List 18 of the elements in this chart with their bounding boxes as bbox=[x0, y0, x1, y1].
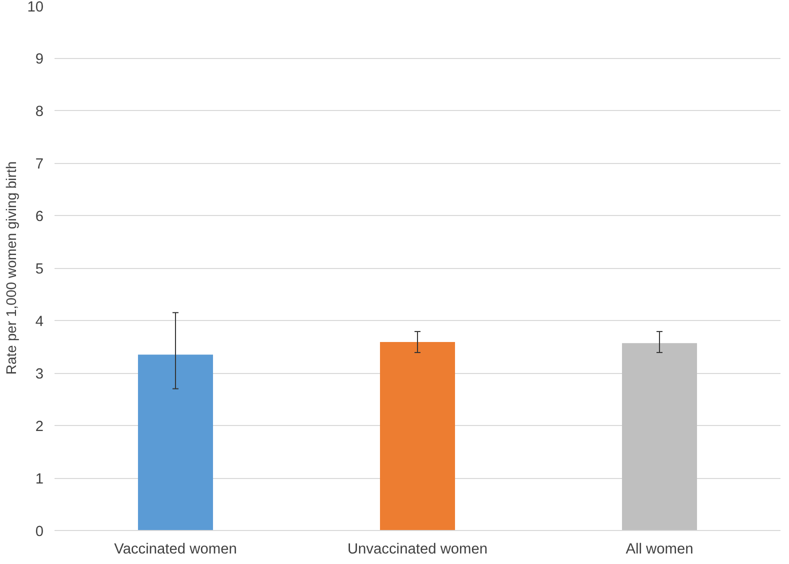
y-tick-label: 6 bbox=[35, 209, 44, 225]
y-tick-label: 7 bbox=[35, 156, 44, 172]
x-tick-label: All women bbox=[626, 542, 694, 558]
y-tick-label: 9 bbox=[35, 52, 44, 68]
y-tick-label: 8 bbox=[35, 104, 44, 120]
y-tick-label: 10 bbox=[27, 0, 44, 16]
x-tick-label: Vaccinated women bbox=[114, 542, 237, 558]
bar bbox=[380, 342, 456, 530]
y-tick-label: 0 bbox=[35, 524, 44, 540]
y-tick-label: 3 bbox=[35, 366, 44, 382]
y-tick-label: 4 bbox=[35, 314, 44, 330]
x-tick-label: Unvaccinated women bbox=[347, 542, 488, 558]
y-axis-title: Rate per 1,000 women giving birth bbox=[3, 161, 20, 375]
bar bbox=[138, 354, 214, 530]
y-tick-label: 2 bbox=[35, 419, 44, 435]
y-tick-label: 1 bbox=[35, 472, 44, 488]
bar bbox=[622, 343, 698, 530]
y-tick-label: 5 bbox=[35, 262, 44, 278]
